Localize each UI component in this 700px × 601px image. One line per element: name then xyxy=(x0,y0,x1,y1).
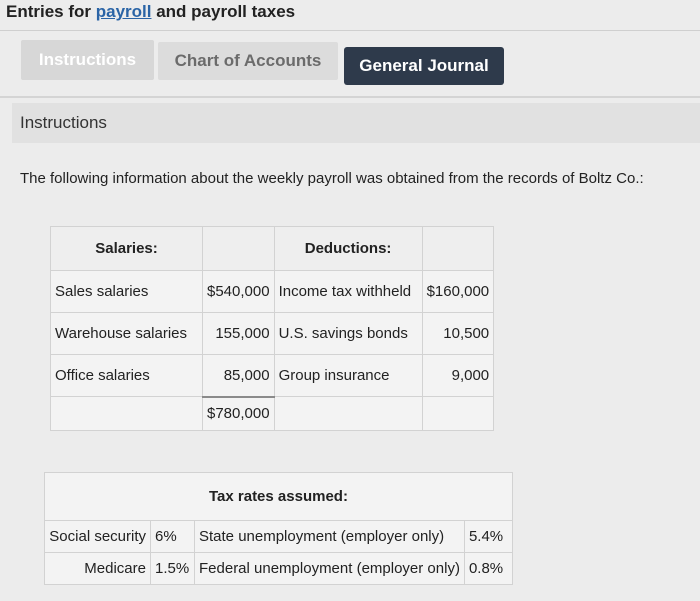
salary-total: $780,000 xyxy=(202,395,275,431)
deduction-amount: 10,500 xyxy=(421,312,495,355)
title-prefix: Entries for xyxy=(6,2,96,21)
salary-label: Warehouse salaries xyxy=(50,312,203,355)
section-title: Instructions xyxy=(20,113,107,132)
tax-rates-table: Tax rates assumed: Social security 6% St… xyxy=(44,472,513,585)
payroll-table: Salaries: Deductions: Sales salaries $54… xyxy=(50,226,495,431)
table-row: Office salaries 85,000 Group insurance 9… xyxy=(50,354,495,397)
table-row: $780,000 xyxy=(50,395,495,431)
tab-divider xyxy=(0,96,700,98)
deduction-amount: $160,000 xyxy=(421,270,495,313)
payroll-header-row: Salaries: Deductions: xyxy=(50,226,495,271)
empty-cell xyxy=(50,396,203,431)
page-title: Entries for payroll and payroll taxes xyxy=(6,2,295,22)
deduction-label: Income tax withheld xyxy=(273,270,423,313)
salary-amount: $540,000 xyxy=(202,270,275,313)
tab-chart-of-accounts-label: Chart of Accounts xyxy=(174,51,322,70)
tab-instructions-label: Instructions xyxy=(38,50,137,69)
deduction-label: Group insurance xyxy=(273,354,423,397)
intro-text: The following information about the week… xyxy=(20,170,644,187)
deduction-amount: 9,000 xyxy=(421,354,495,397)
salary-amount: 155,000 xyxy=(202,312,275,355)
salaries-header: Salaries: xyxy=(50,226,203,271)
other-tax-rate: 5.4% xyxy=(463,520,513,553)
tab-general-journal-label: General Journal xyxy=(359,56,489,75)
table-row: Social security 6% State unemployment (e… xyxy=(44,520,513,553)
title-divider xyxy=(0,30,700,31)
other-tax-label: State unemployment (employer only) xyxy=(194,520,465,553)
tax-rates-header-row: Tax rates assumed: xyxy=(44,472,513,521)
tax-rates-header: Tax rates assumed: xyxy=(44,472,513,521)
tax-rate: 1.5% xyxy=(150,552,195,585)
empty-cell xyxy=(273,396,423,431)
tab-instructions[interactable]: Instructions xyxy=(21,40,154,80)
tax-label: Social security xyxy=(44,520,151,553)
empty-cell xyxy=(421,226,495,271)
table-row: Sales salaries $540,000 Income tax withh… xyxy=(50,270,495,313)
empty-cell xyxy=(421,396,495,431)
tab-general-journal[interactable]: General Journal xyxy=(344,47,504,85)
deductions-header: Deductions: xyxy=(273,226,423,271)
table-row: Medicare 1.5% Federal unemployment (empl… xyxy=(44,552,513,585)
empty-cell xyxy=(202,226,275,271)
payroll-link[interactable]: payroll xyxy=(95,2,152,21)
deduction-label: U.S. savings bonds xyxy=(273,312,423,355)
instructions-section-header: Instructions xyxy=(12,103,700,143)
other-tax-rate: 0.8% xyxy=(463,552,513,585)
tax-label: Medicare xyxy=(44,552,151,585)
table-row: Warehouse salaries 155,000 U.S. savings … xyxy=(50,312,495,355)
salary-label: Office salaries xyxy=(50,354,203,397)
tab-chart-of-accounts[interactable]: Chart of Accounts xyxy=(158,42,338,80)
tax-rate: 6% xyxy=(150,520,195,553)
salary-amount: 85,000 xyxy=(202,354,275,397)
title-suffix: and payroll taxes xyxy=(151,2,296,21)
salary-label: Sales salaries xyxy=(50,270,203,313)
other-tax-label: Federal unemployment (employer only) xyxy=(194,552,465,585)
